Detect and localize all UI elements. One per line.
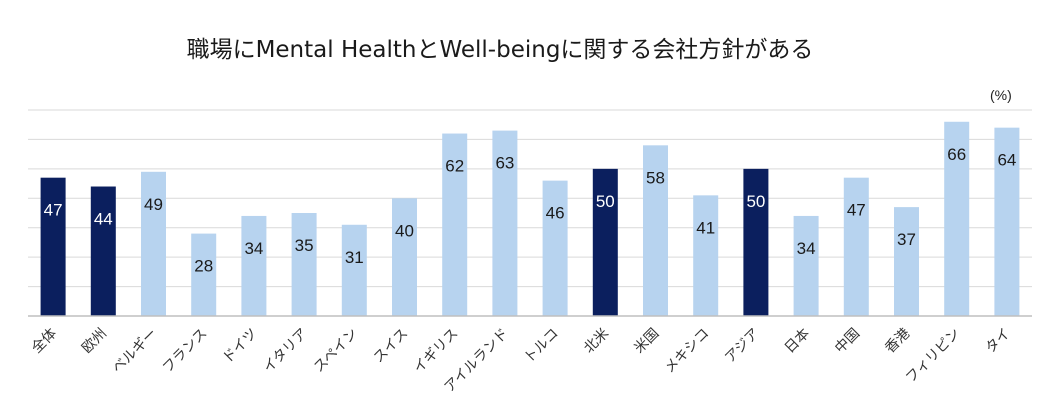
- data-label: 35: [295, 236, 314, 255]
- bar: [141, 171, 166, 316]
- data-label: 41: [696, 218, 715, 237]
- bar: [793, 215, 819, 316]
- data-label: 44: [94, 210, 113, 229]
- category-label: イギリス: [411, 326, 462, 377]
- data-label: 63: [495, 154, 514, 173]
- data-label: 62: [445, 157, 464, 176]
- bar: [994, 127, 1020, 317]
- category-label: フィリピン: [903, 326, 964, 387]
- bar: [191, 233, 217, 316]
- category-label: メキシコ: [662, 326, 713, 377]
- data-label: 46: [546, 204, 565, 223]
- category-label: フランス: [160, 326, 211, 377]
- category-label: 北米: [581, 326, 612, 357]
- bar: [241, 215, 267, 316]
- category-label: 香港: [882, 326, 913, 357]
- data-label: 37: [897, 230, 916, 249]
- data-label: 31: [345, 248, 364, 267]
- data-label: 40: [395, 221, 414, 240]
- bar: [492, 130, 518, 316]
- bar: [90, 186, 116, 316]
- category-label: 中国: [832, 326, 863, 357]
- data-label: 34: [244, 239, 263, 258]
- bar: [442, 133, 468, 316]
- category-label: 日本: [782, 326, 813, 357]
- category-label: トルコ: [521, 326, 562, 367]
- bar: [392, 198, 417, 316]
- bar: [693, 195, 719, 316]
- category-label: ドイツ: [220, 326, 261, 367]
- data-label: 34: [797, 239, 816, 258]
- data-label: 49: [144, 195, 163, 214]
- bar: [843, 177, 869, 316]
- bar: [894, 207, 919, 316]
- unit-label: (%): [990, 87, 1012, 103]
- bar: [743, 168, 769, 316]
- bar: [542, 180, 568, 316]
- data-label: 58: [646, 168, 665, 187]
- category-label: 欧州: [79, 326, 110, 357]
- bar: [341, 224, 367, 316]
- bar: [291, 213, 317, 316]
- category-label: アジア: [722, 326, 763, 367]
- category-label: イタリア: [260, 326, 311, 377]
- category-label: スイス: [371, 326, 412, 367]
- data-label: 66: [947, 145, 966, 164]
- category-label: スペイン: [311, 326, 361, 376]
- data-label: 64: [997, 151, 1016, 170]
- bar: [643, 145, 668, 316]
- category-label: 米国: [631, 326, 662, 357]
- bar: [592, 168, 618, 316]
- bar: [40, 177, 66, 316]
- chart-title: 職場にMental HealthとWell-beingに関する会社方針がある: [186, 37, 814, 63]
- data-label: 50: [746, 192, 765, 211]
- category-label: 全体: [28, 325, 60, 357]
- data-label: 50: [596, 192, 615, 211]
- category-label: タイ: [983, 326, 1014, 357]
- data-label: 47: [847, 201, 866, 220]
- category-label: ベルギー: [109, 326, 160, 377]
- data-label: 28: [194, 257, 213, 276]
- bar: [944, 121, 970, 317]
- data-label: 47: [44, 201, 63, 220]
